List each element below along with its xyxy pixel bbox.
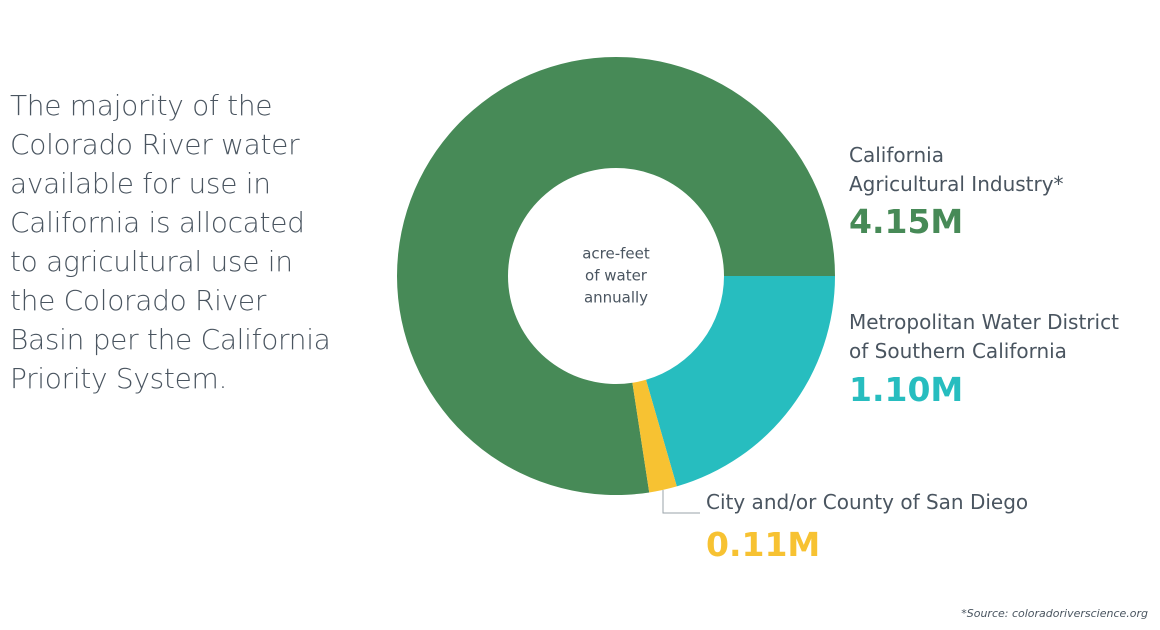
source: *Source: coloradoriverscience.org (961, 607, 1148, 620)
description-line: available for use in (10, 167, 271, 200)
value-label: 0.11M (706, 525, 821, 564)
slice-label: Metropolitan Water District of Southern … (849, 310, 1119, 363)
donut-slice (645, 276, 835, 487)
value-label: 1.10M (849, 370, 964, 409)
description-line: Priority System. (10, 362, 228, 395)
donut-slice (632, 379, 677, 493)
description-line: The majority of the (10, 89, 273, 122)
center-label: annually (584, 289, 648, 307)
donut-slice (396, 56, 835, 496)
center-label: acre-feet (582, 245, 650, 263)
slice-label: California Agricultural Industry* (849, 143, 1064, 196)
slices (396, 56, 835, 496)
description-line: Colorado River water (10, 128, 300, 161)
center-label: of water (585, 267, 648, 285)
description-line: California is allocated (10, 206, 305, 239)
description-line: Basin per the California (10, 323, 331, 356)
value-label: 4.15M (849, 202, 964, 241)
description-line: the Colorado River (10, 284, 267, 317)
slice-label: City and/or County of San Diego (706, 490, 1029, 514)
leader-line (662, 490, 700, 514)
description: The majority of the Colorado River water a… (10, 86, 331, 398)
description-line: to agricultural use in (10, 245, 293, 278)
